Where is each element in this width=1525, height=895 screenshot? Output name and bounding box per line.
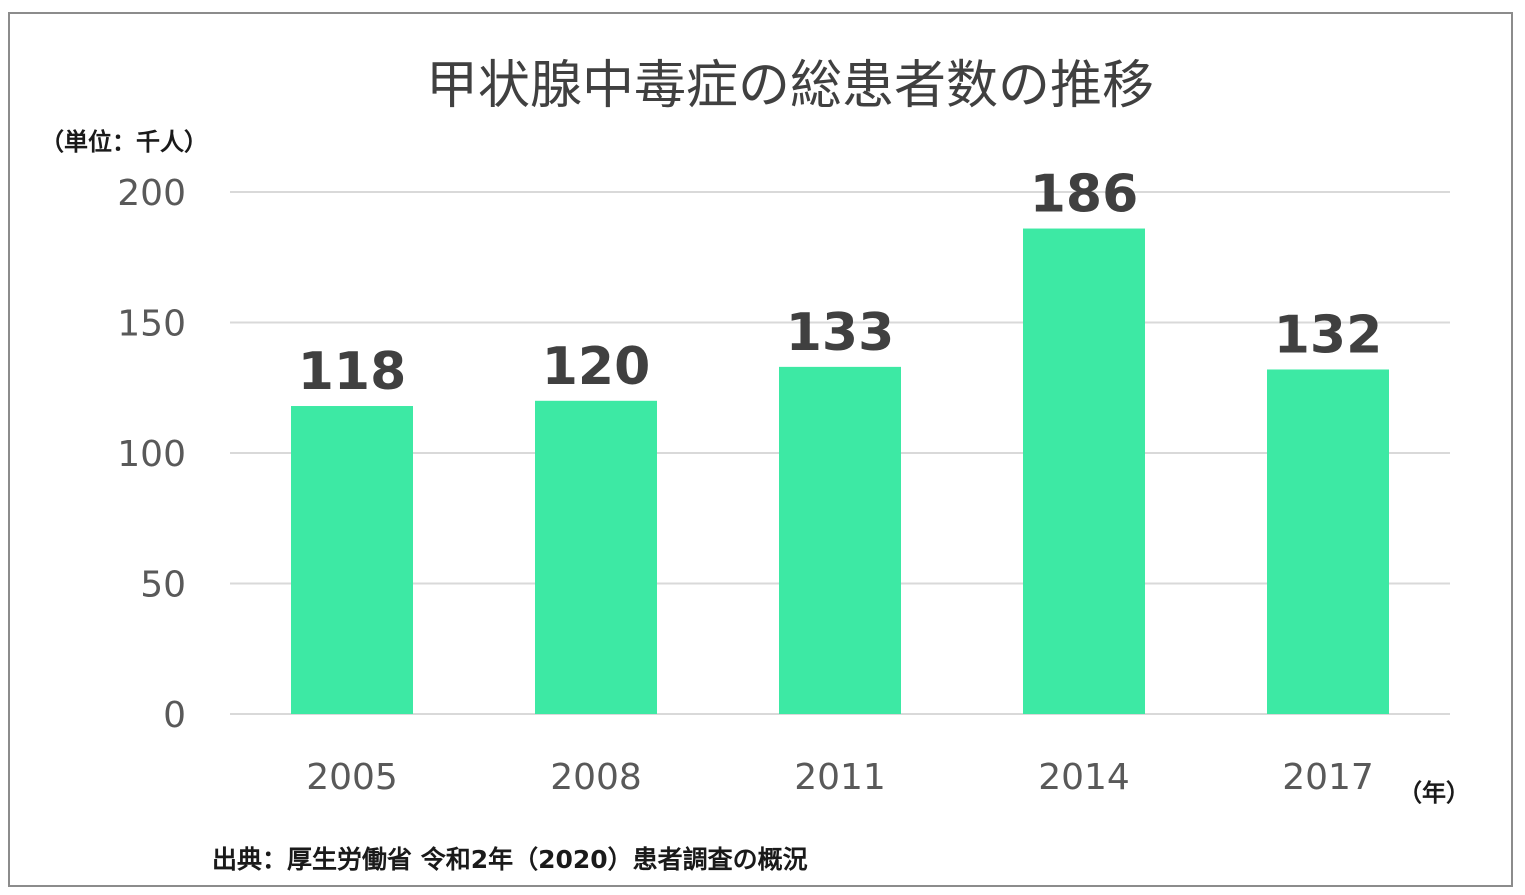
data-label-2011: 133 xyxy=(786,303,895,363)
x-tick-label-2011: 2011 xyxy=(794,757,886,798)
x-axis-unit-label: （年） xyxy=(1398,779,1470,807)
data-labels: 118 120 133 186 132 xyxy=(298,165,1383,402)
x-tick-label-2014: 2014 xyxy=(1038,757,1130,798)
y-axis-unit-label: （単位：千人） xyxy=(40,128,208,156)
x-tick-label-2017: 2017 xyxy=(1282,757,1374,798)
y-tick-label-50: 50 xyxy=(140,565,186,606)
x-axis-ticks: 2005 2008 2011 2014 2017 xyxy=(306,757,1374,798)
y-tick-label-150: 150 xyxy=(117,304,186,345)
x-tick-label-2008: 2008 xyxy=(550,757,642,798)
bar-2014 xyxy=(1023,228,1145,715)
data-label-2017: 132 xyxy=(1274,305,1383,365)
bar-2017 xyxy=(1267,369,1389,714)
bar-2011 xyxy=(779,366,901,714)
chart-title: 甲状腺中毒症の総患者数の推移 xyxy=(426,56,1154,116)
bar-2005 xyxy=(291,406,413,714)
bars xyxy=(291,228,1389,715)
chart-frame xyxy=(8,12,1513,887)
y-tick-label-100: 100 xyxy=(117,434,186,475)
bar-2008 xyxy=(535,400,657,714)
source-note: 出典：厚生労働省 令和2年（2020）患者調査の概況 xyxy=(212,845,808,874)
y-tick-label-200: 200 xyxy=(117,173,186,214)
y-tick-label-0: 0 xyxy=(163,695,186,736)
data-label-2008: 120 xyxy=(542,337,651,397)
data-label-2005: 118 xyxy=(298,342,407,402)
y-axis-ticks: 0 50 100 150 200 xyxy=(117,173,186,736)
data-label-2014: 186 xyxy=(1030,165,1139,225)
x-tick-label-2005: 2005 xyxy=(306,757,398,798)
